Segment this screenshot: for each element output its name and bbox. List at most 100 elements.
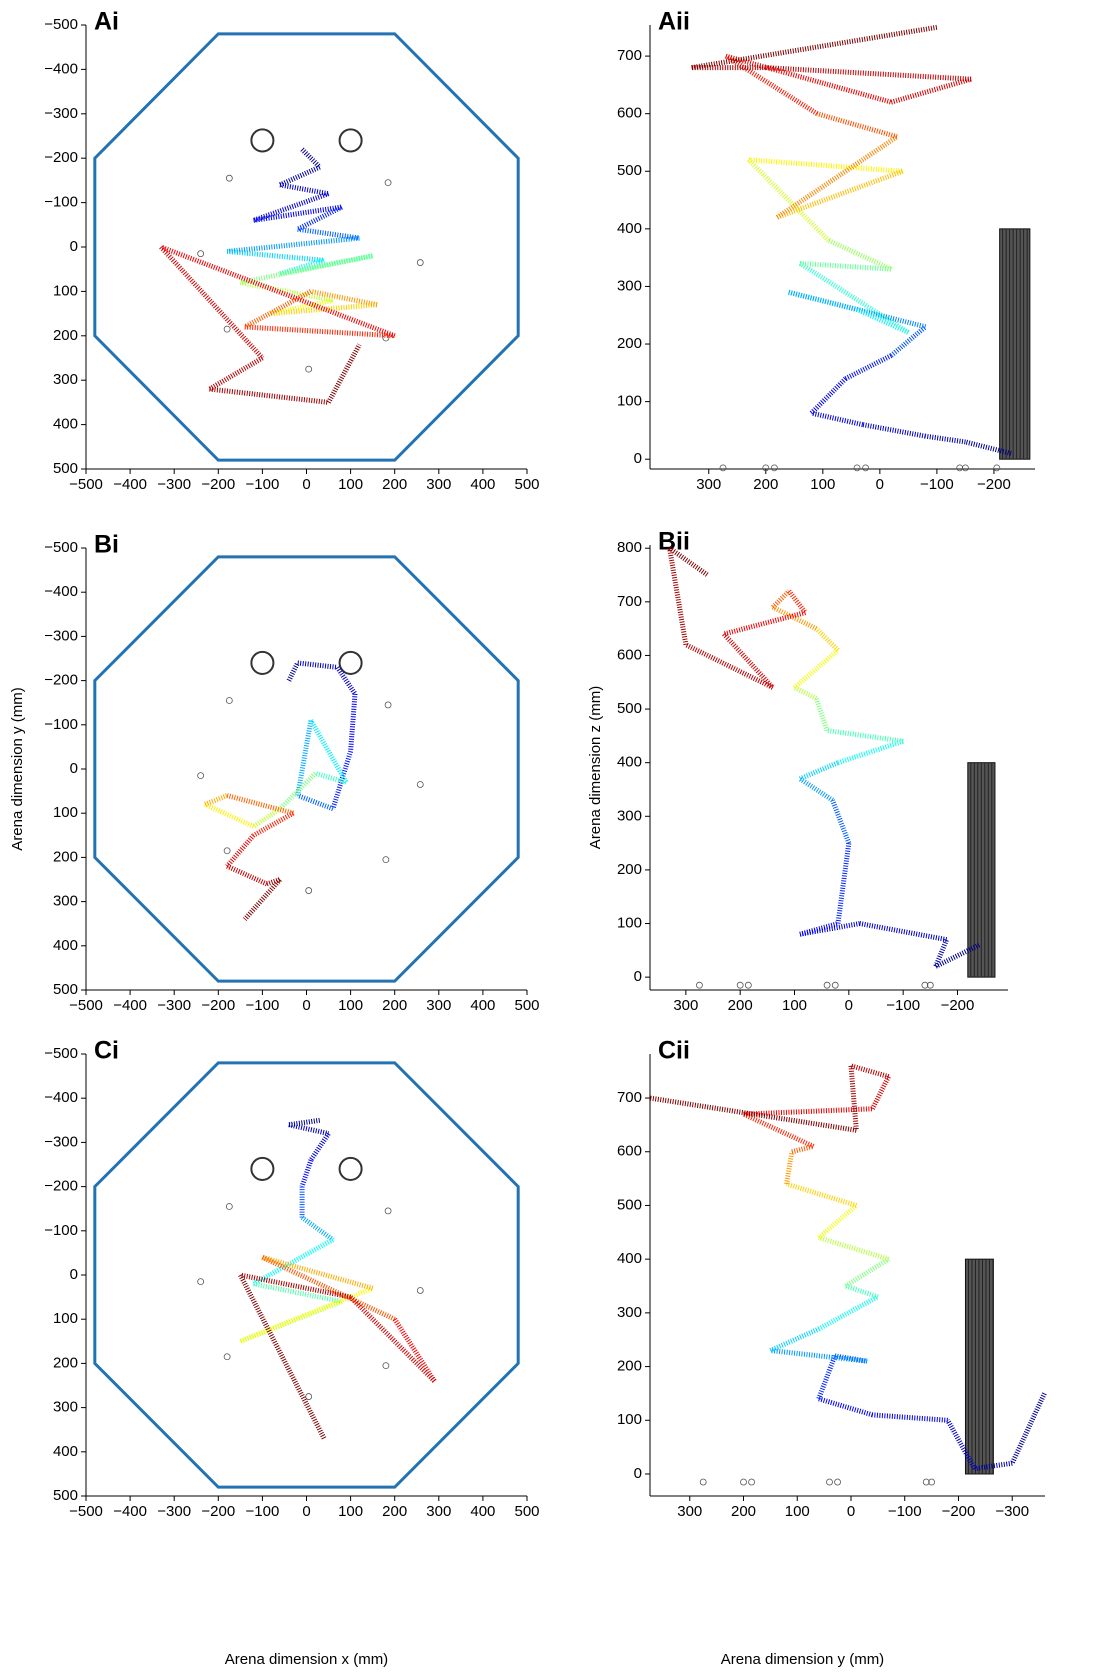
y-tick-label: −100 <box>44 716 78 733</box>
trajectory-segment <box>848 1065 859 1131</box>
trajectory-segment <box>890 76 972 105</box>
trajectory-segment <box>204 793 229 807</box>
y-tick-label: −400 <box>44 60 78 77</box>
x-tick-label: −100 <box>888 1503 922 1520</box>
post <box>250 1156 275 1181</box>
trajectory-segment <box>793 685 818 701</box>
x-tick-label: 300 <box>696 476 721 493</box>
marker <box>223 1353 231 1361</box>
x-tick-label: −400 <box>113 476 147 493</box>
y-axis-label: Arena dimension z (mm) <box>587 686 604 849</box>
marker <box>826 1478 833 1486</box>
trajectory-segment <box>295 719 314 796</box>
marker <box>197 1278 205 1286</box>
x-tick-label: 300 <box>426 997 451 1014</box>
y-tick-label: 100 <box>53 282 78 299</box>
x-tick-label: 100 <box>782 997 807 1014</box>
x-tick-label: 500 <box>514 997 539 1014</box>
post <box>250 128 275 153</box>
y-tick-label: 100 <box>53 1310 78 1327</box>
x-tick-label: −100 <box>920 476 954 493</box>
y-tick-label: 0 <box>634 968 642 985</box>
trajectory-segment <box>159 245 265 360</box>
trajectory-segment <box>964 439 1012 456</box>
trajectory-segment <box>787 589 808 615</box>
post <box>338 1156 363 1181</box>
x-tick-label: −500 <box>69 1503 103 1520</box>
y-tick-label: −300 <box>44 1133 78 1150</box>
marker <box>762 464 770 472</box>
y-tick-label: −200 <box>44 672 78 689</box>
y-tick-label: 500 <box>53 460 78 477</box>
y-tick-label: 300 <box>53 893 78 910</box>
trajectory-segment <box>279 182 330 197</box>
y-tick-label: 500 <box>53 981 78 998</box>
trajectory-segment <box>160 244 396 339</box>
marker <box>922 1478 930 1486</box>
x-tick-label: 300 <box>426 1503 451 1520</box>
trajectory-segment <box>934 942 981 969</box>
marker <box>993 464 1001 472</box>
x-tick-label: 100 <box>810 476 835 493</box>
marker <box>834 1478 841 1486</box>
y-tick-label: −300 <box>44 627 78 644</box>
trajectory-segment <box>288 1122 330 1137</box>
marker <box>928 1478 936 1486</box>
x-tick-label: 100 <box>338 997 363 1014</box>
trajectory-segment <box>286 661 300 682</box>
x-tick-label: 100 <box>338 1503 363 1520</box>
trajectory-segment <box>784 1151 795 1185</box>
y-tick-label: 400 <box>617 220 642 237</box>
trajectory-segment <box>684 642 774 690</box>
trajectory-segment <box>816 111 898 140</box>
marker <box>305 1393 313 1400</box>
trajectory-segment <box>209 386 329 405</box>
y-tick-label: 600 <box>617 1143 642 1160</box>
trajectory-segment <box>771 604 818 631</box>
x-tick-label: 0 <box>845 997 853 1014</box>
marker <box>225 697 233 704</box>
trajectory-segment <box>326 343 362 404</box>
y-tick-label: −400 <box>44 1089 78 1106</box>
y-tick-label: 200 <box>617 1358 642 1375</box>
y-tick-label: −500 <box>44 539 78 556</box>
trajectory-segment <box>813 697 830 732</box>
marker <box>197 772 205 780</box>
x-tick-label: −200 <box>977 476 1011 493</box>
y-tick-label: 300 <box>617 807 642 824</box>
trajectory-segment <box>827 238 893 272</box>
marker <box>384 1207 392 1215</box>
x-tick-label: 0 <box>302 1503 310 1520</box>
y-tick-label: 500 <box>617 162 642 179</box>
trajectory-segment <box>308 1132 331 1162</box>
trajectory-segment <box>844 1283 879 1300</box>
marker <box>416 781 424 788</box>
marker <box>744 981 752 989</box>
marker <box>926 981 934 989</box>
trajectory-segment <box>724 53 819 116</box>
x-tick-label: −400 <box>113 997 147 1014</box>
trajectory-segment <box>775 134 899 220</box>
x-tick-label: −500 <box>69 997 103 1014</box>
trajectory-segment <box>297 660 338 670</box>
trajectory-segment <box>308 719 349 784</box>
x-tick-label: 200 <box>382 1503 407 1520</box>
trajectory-segment <box>743 1106 873 1117</box>
y-tick-label: 100 <box>617 1411 642 1428</box>
x-tick-label: −300 <box>157 997 191 1014</box>
trajectory-segment <box>226 863 268 887</box>
x-tick-label: 400 <box>470 1503 495 1520</box>
marker <box>197 250 205 258</box>
trajectory-segment <box>748 157 903 174</box>
trajectory-segment <box>798 776 834 803</box>
trajectory-segment <box>208 355 264 392</box>
marker <box>740 1478 747 1486</box>
y-tick-label: 200 <box>53 327 78 344</box>
trajectory-segment <box>799 921 861 937</box>
y-tick-label: 400 <box>53 416 78 433</box>
y-tick-label: −300 <box>44 105 78 122</box>
y-tick-label: 100 <box>617 914 642 931</box>
y-tick-label: 100 <box>617 393 642 410</box>
trajectory-segment <box>226 235 360 254</box>
x-tick-label: 200 <box>382 997 407 1014</box>
